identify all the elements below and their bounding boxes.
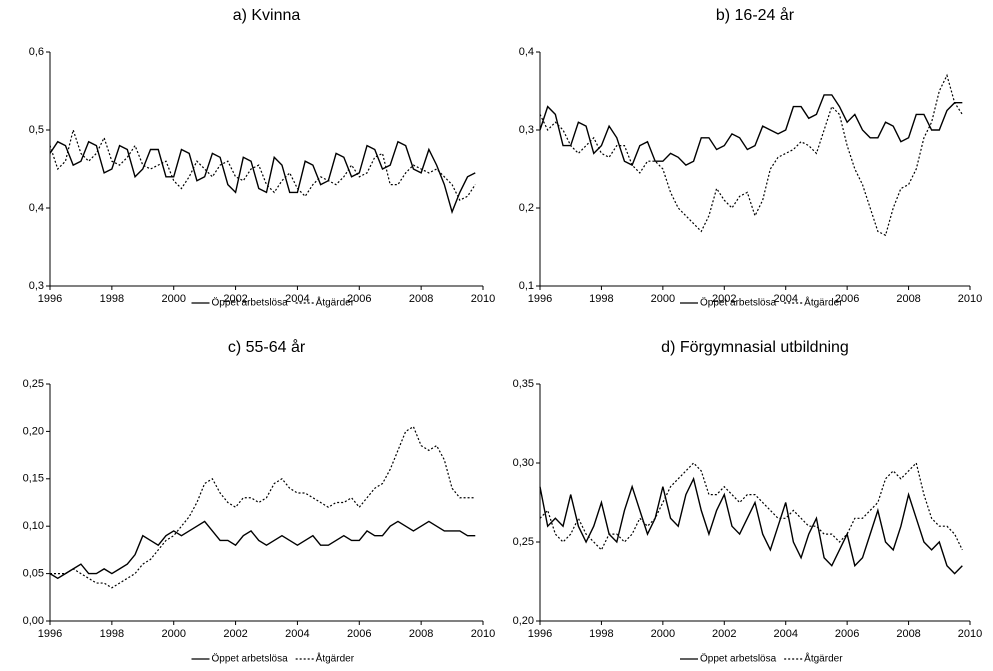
x-tick-label: 1998	[100, 293, 124, 305]
y-tick-label: 0,00	[23, 615, 44, 627]
y-tick-label: 0,05	[23, 568, 44, 580]
y-tick-label: 0,1	[519, 280, 534, 292]
x-tick-label: 2008	[896, 293, 920, 305]
y-tick-label: 0,25	[23, 378, 44, 390]
legend-label: Öppet arbetslösa	[212, 653, 289, 665]
chart-title: d) Förgymnasial utbildning	[661, 339, 849, 356]
chart-panel: c) 55-64 år 0,00 0,05 0,10 0,15 0,20 0,25 1996 1…	[23, 338, 496, 664]
x-tick-label: 2006	[835, 628, 859, 640]
y-tick-label: 0,20	[513, 615, 534, 627]
chart-panel: d) Förgymnasial utbildning 0,20 0,25 0,30 0,…	[513, 339, 983, 664]
y-tick-label: 0,4	[29, 202, 44, 214]
legend-label: Åtgärder	[804, 296, 843, 309]
legend-label: Öppet arbetslösa	[212, 297, 289, 309]
chart-title: c) 55-64 år	[228, 338, 306, 356]
series-line	[50, 425, 476, 589]
x-tick-label: 1996	[528, 293, 552, 305]
x-tick-label: 2010	[471, 628, 495, 640]
x-tick-label: 2010	[958, 628, 982, 640]
x-tick-label: 1998	[589, 628, 613, 640]
legend-label: Åtgärder	[316, 652, 355, 665]
x-tick-label: 2006	[835, 293, 859, 305]
legend-label: Öppet arbetslösa	[700, 653, 777, 665]
x-tick-label: 2004	[773, 628, 797, 640]
x-tick-label: 2010	[471, 293, 495, 305]
x-tick-label: 1998	[100, 628, 124, 640]
legend-label: Åtgärder	[804, 652, 843, 665]
series-line	[49, 127, 476, 202]
series-line	[539, 461, 963, 551]
y-tick-label: 0,10	[23, 520, 44, 532]
y-tick-label: 0,20	[23, 425, 44, 437]
y-tick-label: 0,35	[513, 378, 534, 390]
x-tick-label: 1998	[589, 293, 613, 305]
x-tick-label: 2006	[347, 293, 371, 305]
series-line	[539, 94, 963, 167]
legend-label: Åtgärder	[316, 296, 355, 309]
x-tick-label: 2000	[651, 628, 675, 640]
x-tick-label: 1996	[38, 293, 62, 305]
series-line	[49, 520, 476, 580]
y-tick-label: 0,5	[29, 124, 44, 136]
x-tick-label: 2002	[712, 628, 736, 640]
series-line	[49, 140, 476, 215]
y-tick-label: 0,4	[519, 46, 534, 58]
chart-panel: a) Kvinna 0,3 0,4 0,5 0,6 1996 1998 2000 2002 200…	[29, 7, 496, 308]
series-line	[539, 476, 963, 575]
y-tick-label: 0,6	[29, 46, 44, 58]
x-tick-label: 2008	[409, 293, 433, 305]
y-tick-label: 0,15	[23, 473, 44, 485]
chart-title: b) 16-24 år	[716, 6, 795, 24]
x-tick-label: 2010	[958, 293, 982, 305]
x-tick-label: 2004	[285, 293, 309, 305]
x-tick-label: 2002	[223, 293, 247, 305]
x-tick-label: 2002	[712, 293, 736, 305]
x-tick-label: 1996	[38, 628, 62, 640]
chart-title: a) Kvinna	[233, 7, 301, 24]
legend-label: Öppet arbetslösa	[700, 297, 777, 309]
y-tick-label: 0,25	[513, 536, 534, 548]
x-tick-label: 2004	[773, 293, 797, 305]
series-line	[539, 73, 963, 237]
chart-panel: b) 16-24 år 0,1 0,2 0,3 0,4 1996 1998 2000 2002 2…	[519, 6, 983, 308]
x-tick-label: 2000	[651, 293, 675, 305]
y-tick-label: 0,3	[29, 280, 44, 292]
x-tick-label: 2000	[161, 628, 185, 640]
y-tick-label: 0,3	[519, 124, 534, 136]
x-tick-label: 2002	[223, 628, 247, 640]
x-tick-label: 2008	[896, 628, 920, 640]
x-tick-label: 2006	[347, 628, 371, 640]
x-tick-label: 2008	[409, 628, 433, 640]
x-tick-label: 2004	[285, 628, 309, 640]
y-tick-label: 0,30	[513, 457, 534, 469]
x-tick-label: 2000	[161, 293, 185, 305]
x-tick-label: 1996	[528, 628, 552, 640]
y-tick-label: 0,2	[519, 202, 534, 214]
